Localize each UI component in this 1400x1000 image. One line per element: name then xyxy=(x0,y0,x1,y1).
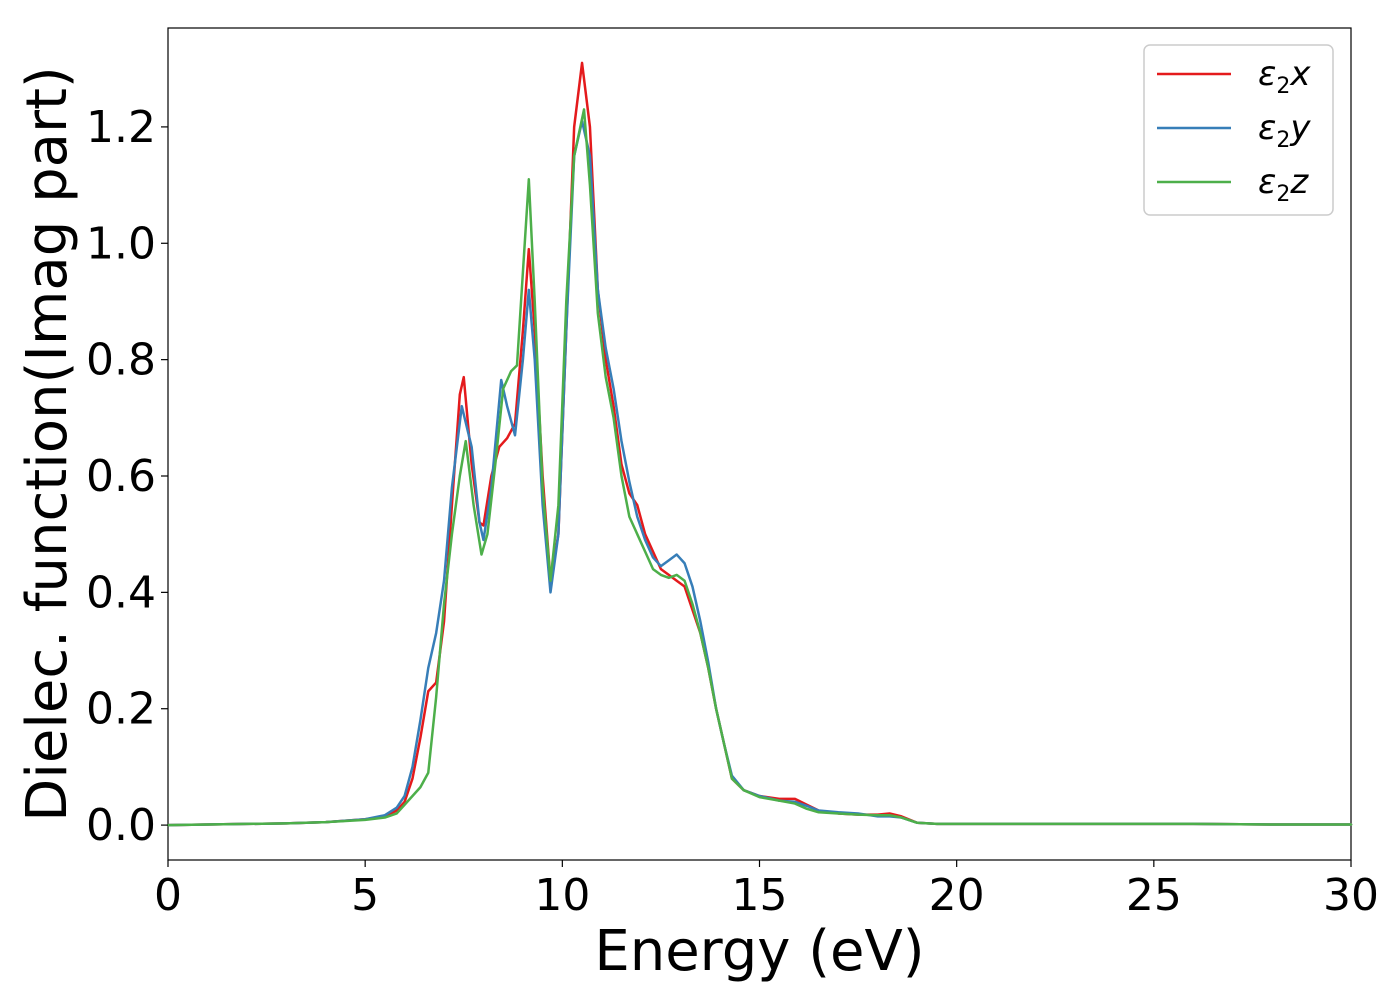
x-axis-ticks: 0 5 10 15 20 25 30 xyxy=(154,860,1379,921)
legend-label-y: ε2y xyxy=(1258,108,1311,153)
y-axis-ticks: 0.0 0.2 0.4 0.6 0.8 1.0 1.2 xyxy=(86,102,168,851)
y-tick-label: 1.0 xyxy=(86,218,156,269)
x-tick-label: 10 xyxy=(534,870,590,921)
x-tick-label: 5 xyxy=(351,870,379,921)
x-tick-label: 30 xyxy=(1323,870,1379,921)
series-layer xyxy=(166,61,1353,827)
y-tick-label: 0.2 xyxy=(86,684,156,735)
x-tick-label: 0 xyxy=(154,870,182,921)
x-tick-label: 20 xyxy=(929,870,985,921)
x-tick-label: 15 xyxy=(732,870,788,921)
y-axis-label: Dielec. function(Imag part) xyxy=(15,66,80,822)
x-axis-label: Energy (eV) xyxy=(594,919,924,984)
legend-box xyxy=(1143,44,1334,216)
y-tick-label: 0.4 xyxy=(86,567,156,618)
legend-label-x: ε2x xyxy=(1258,54,1311,99)
x-tick-label: 25 xyxy=(1126,870,1182,921)
legend-items: ε2x ε2y ε2z xyxy=(1157,54,1311,207)
series-line-z xyxy=(166,108,1353,827)
legend: ε2x ε2y ε2z xyxy=(1143,44,1334,216)
legend-label-z: ε2z xyxy=(1258,162,1309,207)
y-tick-label: 0.6 xyxy=(86,451,156,502)
y-tick-label: 0.0 xyxy=(86,800,156,851)
y-tick-label: 0.8 xyxy=(86,335,156,386)
y-tick-label: 1.2 xyxy=(86,102,156,153)
